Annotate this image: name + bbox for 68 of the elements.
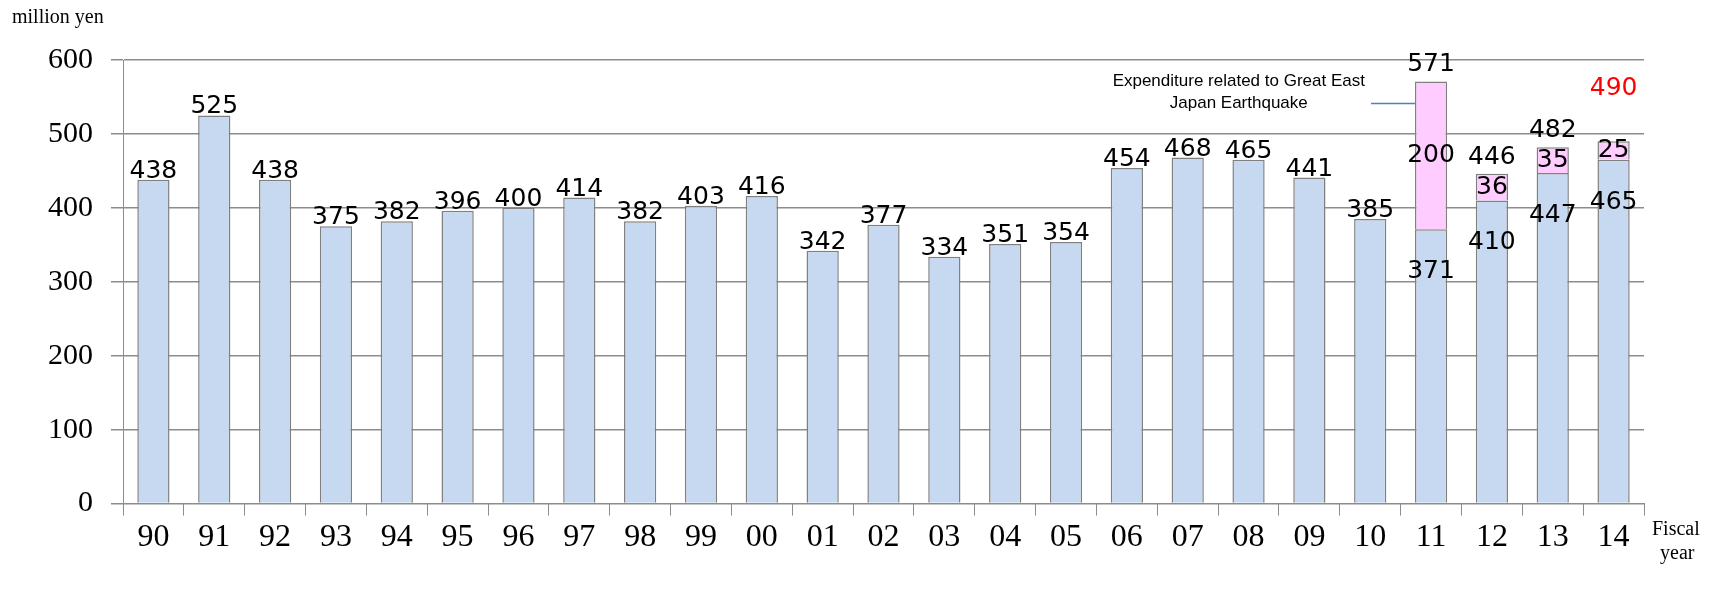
data-label: 414 [555, 172, 604, 202]
x-tick-label: 97 [563, 517, 596, 554]
x-tick-label: 07 [1171, 517, 1204, 554]
x-tick-label: 98 [624, 517, 657, 554]
data-label: 416 [737, 171, 786, 201]
x-tick-label: 09 [1293, 517, 1326, 554]
x-axis-title: Fiscal year [1652, 516, 1701, 564]
data-label: 403 [677, 180, 725, 210]
data-label: 35 [1536, 143, 1569, 173]
data-label: 410 [1468, 226, 1516, 256]
y-tick-label: 600 [48, 40, 93, 74]
data-label: 377 [859, 199, 908, 229]
data-label: 465 [1589, 185, 1638, 215]
data-label: 441 [1285, 152, 1334, 182]
data-label: 36 [1475, 170, 1508, 200]
text: Expenditure related to Great East Japan Earthquake [1112, 71, 1366, 113]
total-label: 482 [1528, 114, 1577, 144]
data-label: 354 [1042, 216, 1090, 246]
x-tick-label: 00 [745, 517, 778, 554]
data-label: 25 [1597, 134, 1630, 164]
x-tick-label: 95 [441, 517, 474, 554]
data-label: 334 [920, 231, 969, 261]
x-tick-label: 13 [1536, 517, 1569, 554]
x-tick-label: 05 [1050, 517, 1083, 554]
x-tick-label: 96 [502, 517, 535, 554]
x-tick-label: 94 [380, 517, 413, 554]
y-tick-label: 100 [48, 410, 93, 444]
data-label: 396 [433, 185, 482, 215]
y-tick-label: 300 [48, 262, 93, 296]
y-tick-label: 200 [48, 336, 93, 370]
x-tick-label: 92 [259, 517, 292, 554]
y-tick-label: 500 [48, 114, 93, 148]
data-label: 351 [981, 219, 1030, 249]
x-tick-label: 01 [806, 517, 839, 554]
x-tick-label: 99 [684, 517, 717, 554]
x-tick-label: 90 [137, 517, 170, 554]
data-label: 454 [1103, 142, 1151, 172]
data-label: 438 [251, 154, 299, 184]
x-tick-label: 08 [1232, 517, 1265, 554]
total-label: 446 [1468, 140, 1516, 170]
total-label: 571 [1407, 48, 1455, 78]
data-label: 468 [1163, 132, 1212, 162]
x-tick-label: 02 [867, 517, 900, 554]
data-label: 385 [1346, 193, 1395, 223]
data-label: 447 [1528, 199, 1577, 229]
x-tick-label: 93 [319, 517, 352, 554]
y-tick-label: 0 [78, 484, 93, 518]
data-label: 342 [798, 225, 847, 255]
data-label: 382 [372, 196, 421, 226]
data-label: 465 [1224, 134, 1273, 164]
data-label: 400 [494, 182, 543, 212]
x-tick-label: 11 [1415, 517, 1447, 554]
x-tick-label: 03 [928, 517, 961, 554]
data-label: 382 [616, 196, 664, 226]
total-label: 490 [1589, 72, 1638, 102]
data-label: 375 [312, 201, 360, 231]
data-label: 371 [1407, 255, 1455, 285]
y-axis-title: million yen [12, 5, 104, 29]
x-tick-label: 10 [1354, 517, 1387, 554]
x-tick-label: 14 [1597, 517, 1630, 554]
x-tick-label: 91 [198, 517, 231, 554]
x-tick-label: 06 [1110, 517, 1143, 554]
data-label: 525 [190, 90, 239, 120]
data-label: 438 [129, 154, 178, 184]
y-tick-label: 400 [48, 188, 93, 222]
data-label: 200 [1407, 138, 1455, 168]
x-tick-label: 12 [1475, 517, 1508, 554]
x-tick-label: 04 [989, 517, 1022, 554]
